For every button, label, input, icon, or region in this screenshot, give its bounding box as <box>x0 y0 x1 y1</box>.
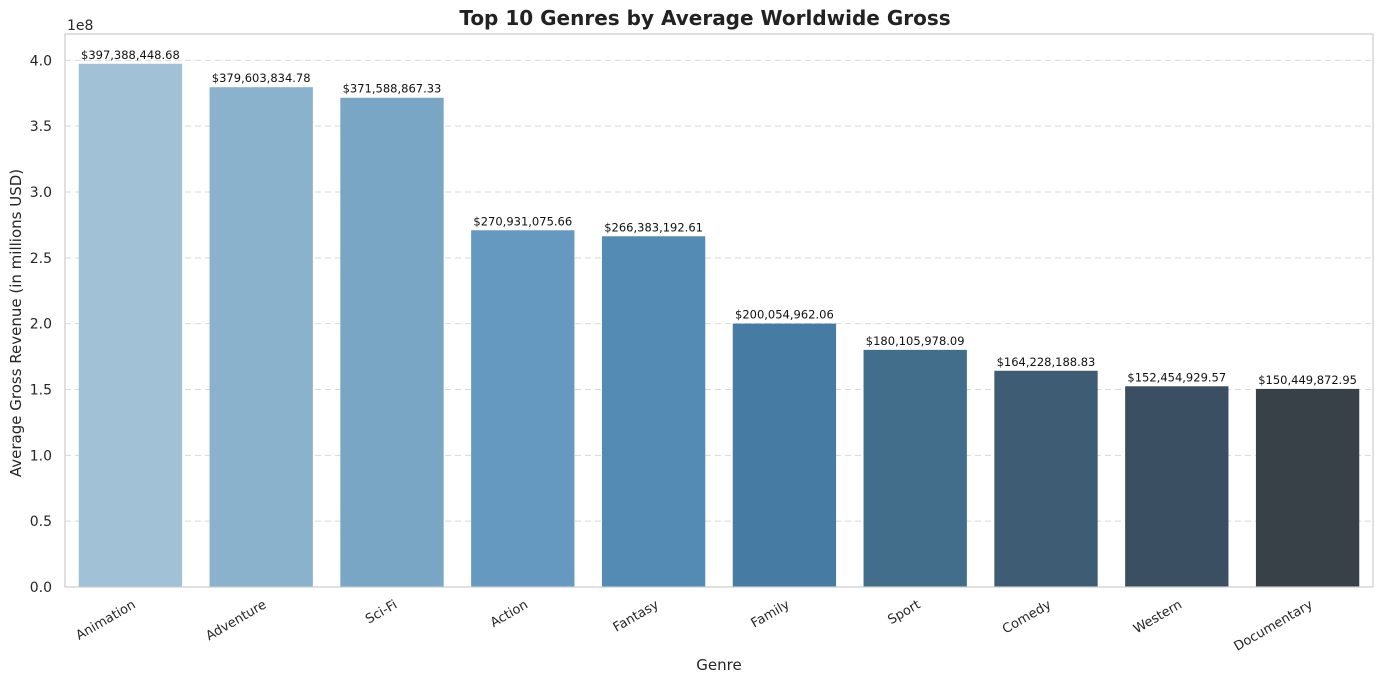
x-axis-ticks: Animation Adventure Sci-Fi Action Fantasy Fam… <box>73 597 1315 654</box>
value-labels: $397,388,448.68 $379,603,834.78 $371,588,8… <box>81 48 1357 387</box>
y-tick-label: 0.5 <box>30 514 52 530</box>
y-axis-ticks: 0.0 0.5 1.0 1.5 2.0 2.5 3.0 3.5 4.0 <box>30 53 52 596</box>
bar-animation <box>78 63 183 588</box>
value-label: $379,603,834.78 <box>212 71 311 85</box>
value-label: $152,454,929.57 <box>1127 370 1226 384</box>
bar-documentary <box>1255 388 1360 587</box>
bar-western <box>1125 386 1229 587</box>
x-tick-label: Sport <box>885 597 923 627</box>
x-tick-label: Action <box>488 597 531 630</box>
x-tick-label: Western <box>1131 597 1185 637</box>
bars <box>78 63 1360 588</box>
value-label: $371,588,867.33 <box>343 82 442 96</box>
chart-title: Top 10 Genres by Average Worldwide Gross <box>459 6 950 30</box>
x-tick-label: Family <box>749 597 793 631</box>
value-label: $270,931,075.66 <box>473 214 572 228</box>
bar-action <box>471 230 575 587</box>
x-tick-label: Adventure <box>203 597 269 644</box>
value-label: $164,228,188.83 <box>997 355 1096 369</box>
y-tick-label: 3.5 <box>30 119 52 135</box>
bar-fantasy <box>601 236 706 587</box>
value-label: $150,449,872.95 <box>1258 373 1357 387</box>
value-label: $266,383,192.61 <box>604 220 703 234</box>
y-axis-label: Average Gross Revenue (in millions USD) <box>7 169 25 477</box>
bar-sci-fi <box>340 97 444 587</box>
y-tick-label: 4.0 <box>30 53 52 69</box>
x-tick-label: Fantasy <box>611 597 662 635</box>
y-tick-label: 2.5 <box>30 251 52 267</box>
bar-family <box>732 323 837 587</box>
x-tick-label: Documentary <box>1232 597 1316 654</box>
bar-comedy <box>994 370 1098 587</box>
y-tick-label: 2.0 <box>30 317 52 333</box>
x-axis-label: Genre <box>696 656 741 674</box>
y-tick-label: 3.0 <box>30 185 52 201</box>
value-label: $397,388,448.68 <box>81 48 180 62</box>
x-tick-label: Comedy <box>1000 597 1054 637</box>
plot-frame <box>64 33 1374 588</box>
bar-adventure <box>209 87 313 587</box>
x-tick-label: Animation <box>73 597 138 643</box>
x-tick-label: Sci-Fi <box>363 597 400 627</box>
bar-sport <box>863 349 967 587</box>
value-label: $200,054,962.06 <box>735 308 834 322</box>
y-tick-label: 1.0 <box>30 448 52 464</box>
y-axis-offset-text: 1e8 <box>67 18 93 34</box>
y-tick-label: 1.5 <box>30 383 52 399</box>
y-tick-label: 0.0 <box>30 580 52 596</box>
value-label: $180,105,978.09 <box>866 334 965 348</box>
